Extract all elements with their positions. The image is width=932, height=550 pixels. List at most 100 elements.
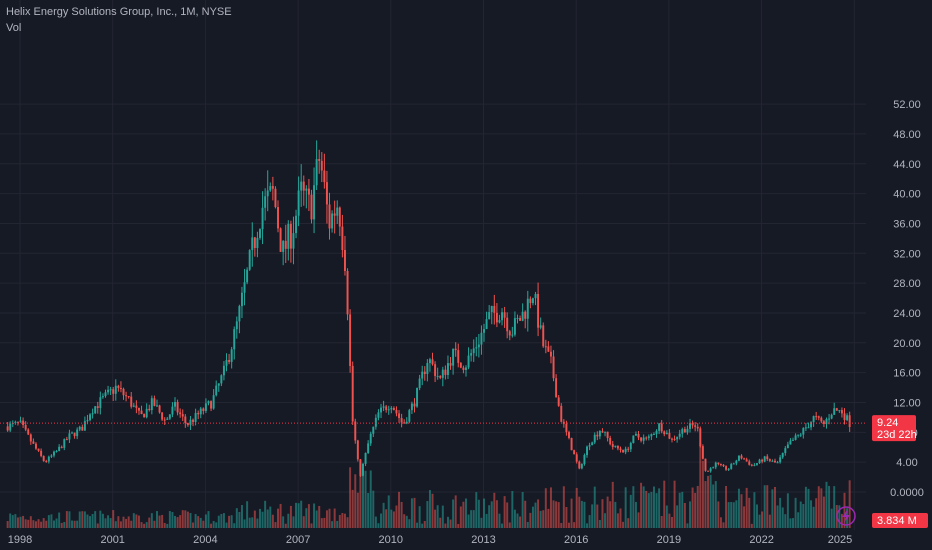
candle-body	[55, 450, 58, 452]
candle-body	[94, 406, 97, 414]
candle-body	[794, 435, 797, 440]
candle-body	[40, 450, 43, 456]
candle-body	[552, 356, 555, 379]
time-tick-label: 2001	[100, 534, 124, 546]
volume-bar	[60, 522, 63, 528]
volume-bar	[673, 480, 676, 528]
candle-body	[130, 396, 133, 407]
candle-body	[665, 432, 668, 435]
chart-title: Helix Energy Solutions Group, Inc., 1M, …	[6, 6, 232, 18]
volume-bar	[531, 506, 534, 528]
candle-body	[305, 188, 308, 191]
price-tick-label: 36.00	[893, 218, 921, 230]
candle-body	[485, 319, 488, 330]
volume-bar	[179, 515, 182, 528]
candle-body	[604, 431, 607, 433]
candle-body	[704, 458, 707, 471]
candle-body	[501, 312, 504, 321]
candle-body	[212, 395, 215, 409]
candle-body	[722, 464, 725, 467]
volume-bar	[300, 500, 303, 528]
candle-body	[91, 413, 94, 415]
volume-bar	[83, 511, 86, 528]
candle-body	[341, 226, 344, 251]
volume-bar	[722, 522, 725, 528]
price-tick-label: 20.00	[893, 338, 921, 350]
candle-body	[740, 455, 743, 459]
volume-bar	[439, 517, 442, 528]
candle-body	[367, 443, 370, 453]
volume-bar	[477, 499, 480, 528]
volume-bar	[346, 517, 349, 528]
volume-bar	[555, 501, 558, 528]
candle-body	[392, 408, 395, 411]
candle-body	[797, 434, 800, 436]
volume-bar	[781, 507, 784, 528]
volume-bar	[24, 519, 27, 528]
volume-bar	[537, 499, 540, 528]
time-axis[interactable]: 1998 2001 2004 2007 2010 2013 2016 2019 2022 2025	[8, 534, 852, 546]
volume-bar	[96, 523, 99, 528]
candle-body	[562, 421, 565, 424]
volume-bar	[45, 520, 48, 528]
candle-body	[830, 414, 833, 419]
volume-bar	[681, 491, 684, 528]
volume-bar	[748, 497, 751, 528]
volume-bar	[573, 522, 576, 528]
volume-bar	[462, 501, 465, 528]
candle-body	[516, 317, 519, 319]
volume-bar	[333, 508, 336, 528]
candle-body	[53, 451, 55, 456]
candle-body	[611, 444, 614, 447]
volume-bar	[701, 460, 704, 528]
volume-bar	[253, 510, 256, 528]
volume-bar	[207, 511, 210, 528]
volume-bar	[336, 520, 339, 528]
candle-body	[846, 415, 849, 421]
volume-bar	[403, 514, 406, 528]
candle-body	[382, 406, 385, 408]
candle-body	[181, 414, 184, 417]
price-tick-label: 16.00	[893, 368, 921, 380]
volume-bar	[619, 508, 622, 528]
volume-bar	[171, 512, 174, 528]
candle-body	[71, 432, 73, 434]
volume-bar	[94, 511, 97, 528]
volume-bar	[848, 480, 851, 528]
candle-body	[127, 396, 130, 398]
candle-body	[168, 414, 171, 419]
volume-bar	[495, 500, 498, 528]
candle-body	[248, 250, 251, 270]
candle-body	[784, 448, 787, 454]
candle-body	[313, 185, 316, 220]
candle-body	[369, 433, 372, 444]
candle-body	[416, 387, 419, 407]
candle-body	[580, 463, 583, 469]
volume-bar	[727, 502, 730, 528]
time-tick-label: 2019	[657, 534, 681, 546]
volume-bar	[22, 515, 25, 528]
candle-body	[104, 392, 107, 397]
volume-bars	[6, 442, 851, 528]
volume-bar	[349, 467, 352, 528]
candle-body	[627, 448, 630, 450]
candle-body	[521, 311, 524, 321]
candle-body	[774, 460, 776, 463]
lightning-icon[interactable]	[836, 506, 856, 526]
price-axis[interactable]: 52.00 48.00 44.00 40.00 36.00 32.00 28.00 24.00…	[890, 99, 924, 499]
candle-body	[295, 215, 298, 234]
candle-body	[264, 196, 267, 208]
candle-body	[310, 194, 313, 220]
volume-bar	[292, 516, 295, 528]
volume-bar	[750, 523, 753, 528]
candle-body	[624, 448, 627, 453]
volume-bar	[704, 481, 707, 528]
candle-body	[691, 423, 694, 426]
volume-bar	[356, 492, 359, 528]
volume-bar	[676, 505, 679, 528]
volume-bar	[634, 501, 637, 528]
candle-body	[37, 448, 40, 451]
time-tick-label: 2013	[471, 534, 495, 546]
volume-bar	[663, 480, 666, 528]
